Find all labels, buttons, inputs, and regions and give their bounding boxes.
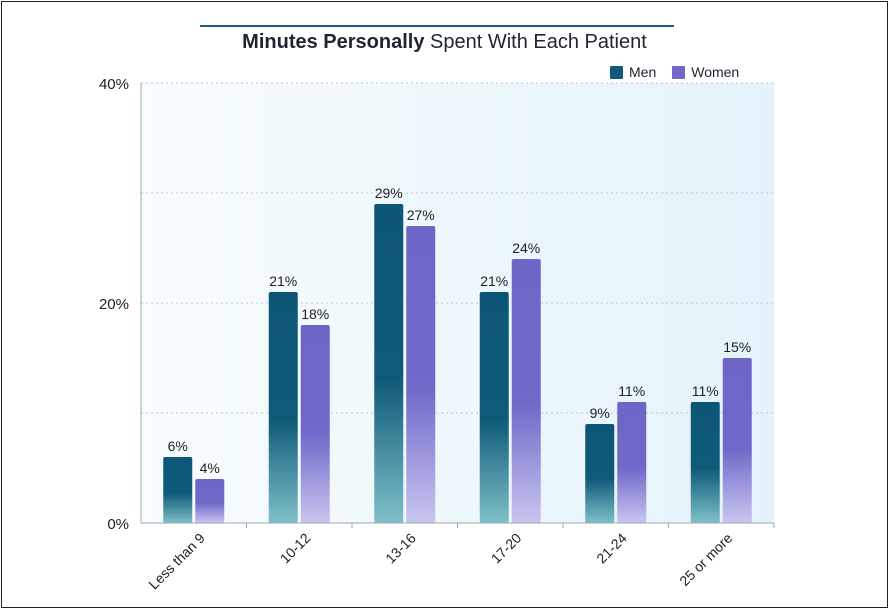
title-rule xyxy=(200,25,674,27)
legend-swatch-women xyxy=(672,65,686,79)
bar-men-4 xyxy=(585,424,615,523)
bar-women-1 xyxy=(300,325,330,523)
data-label-women: 24% xyxy=(512,240,540,256)
bar-women-3 xyxy=(511,259,541,523)
x-tick-label: 17-20 xyxy=(488,530,525,567)
legend-item-men: Men xyxy=(610,64,656,80)
data-label-women: 18% xyxy=(301,306,329,322)
data-label-women: 27% xyxy=(407,207,435,223)
gridlines xyxy=(141,82,774,414)
legend-item-women: Women xyxy=(672,64,739,80)
bar-men-0 xyxy=(163,457,193,523)
x-tick-label: 10-12 xyxy=(277,530,314,567)
data-label-men: 21% xyxy=(480,273,508,289)
legend-label-women: Women xyxy=(691,64,740,80)
y-tick-label: 20% xyxy=(99,296,129,313)
x-tick-label: 21-24 xyxy=(593,530,630,567)
data-labels: 6% 4% 21% 18% 29%27% 21% 24% 9% 11% 11% 15% xyxy=(168,185,752,476)
data-label-men: 6% xyxy=(168,438,188,454)
bar-women-0 xyxy=(195,479,225,523)
bar-women-2 xyxy=(406,226,436,523)
data-label-women: 11% xyxy=(618,383,645,399)
legend: Men Women xyxy=(610,64,755,80)
y-tick-label: 0% xyxy=(107,516,129,533)
y-tick-label: 40% xyxy=(99,76,129,93)
data-label-men: 9% xyxy=(590,405,610,421)
data-label-women: 15% xyxy=(723,339,751,355)
bars xyxy=(163,204,752,523)
chart-title: Minutes Personally Spent With Each Patie… xyxy=(0,31,889,54)
data-label-men: 29% xyxy=(375,185,403,201)
bar-men-3 xyxy=(479,292,509,523)
data-label-women: 4% xyxy=(200,460,220,476)
bar-men-5 xyxy=(690,402,720,523)
legend-swatch-men xyxy=(610,65,623,79)
chart-title-rest: Spent With Each Patient xyxy=(430,31,647,53)
x-tick-label: 25 or more xyxy=(676,530,735,589)
x-tick-label: 13-16 xyxy=(382,530,419,567)
x-tick-label: Less than 9 xyxy=(145,530,208,593)
bar-men-2 xyxy=(374,204,404,523)
data-label-men: 21% xyxy=(269,273,297,289)
bar-women-4 xyxy=(617,402,647,523)
chart-title-bold: Minutes Personally xyxy=(242,31,425,53)
legend-label-men: Men xyxy=(629,64,657,80)
bar-men-1 xyxy=(268,292,298,523)
bar-women-5 xyxy=(722,358,752,523)
data-label-men: 11% xyxy=(692,383,719,399)
